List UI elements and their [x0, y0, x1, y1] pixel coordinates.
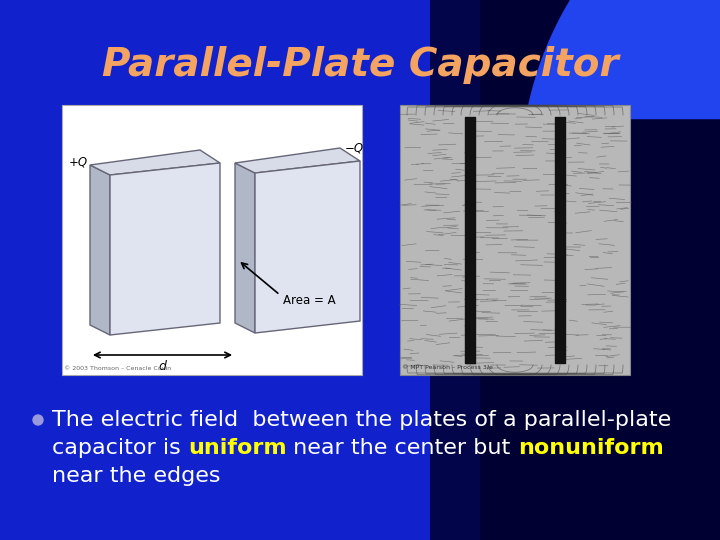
Polygon shape [235, 163, 255, 333]
Polygon shape [110, 163, 220, 335]
Polygon shape [90, 165, 110, 335]
Circle shape [33, 415, 43, 425]
Text: nonuniform: nonuniform [518, 438, 664, 458]
Text: The electric field  between the plates of a parallel-plate: The electric field between the plates of… [52, 410, 671, 430]
Text: uniform: uniform [188, 438, 287, 458]
Text: capacitor is: capacitor is [52, 438, 188, 458]
Text: d: d [158, 361, 166, 374]
Text: near the edges: near the edges [52, 466, 220, 486]
Polygon shape [90, 150, 220, 175]
Polygon shape [480, 0, 720, 540]
FancyBboxPatch shape [62, 105, 362, 375]
Text: near the center but: near the center but [287, 438, 518, 458]
Text: −Q: −Q [345, 141, 364, 154]
Polygon shape [235, 148, 360, 173]
Polygon shape [526, 0, 720, 540]
Polygon shape [430, 0, 720, 540]
FancyBboxPatch shape [400, 105, 630, 375]
Text: Area = A: Area = A [283, 294, 336, 307]
Text: © 2003 Thomson – Cenacle Covin: © 2003 Thomson – Cenacle Covin [64, 366, 171, 371]
Text: © MPT Pearson – Process 3/e: © MPT Pearson – Process 3/e [402, 366, 493, 371]
Polygon shape [255, 161, 360, 333]
Text: +Q: +Q [69, 156, 88, 168]
Text: Parallel-Plate Capacitor: Parallel-Plate Capacitor [102, 46, 618, 84]
